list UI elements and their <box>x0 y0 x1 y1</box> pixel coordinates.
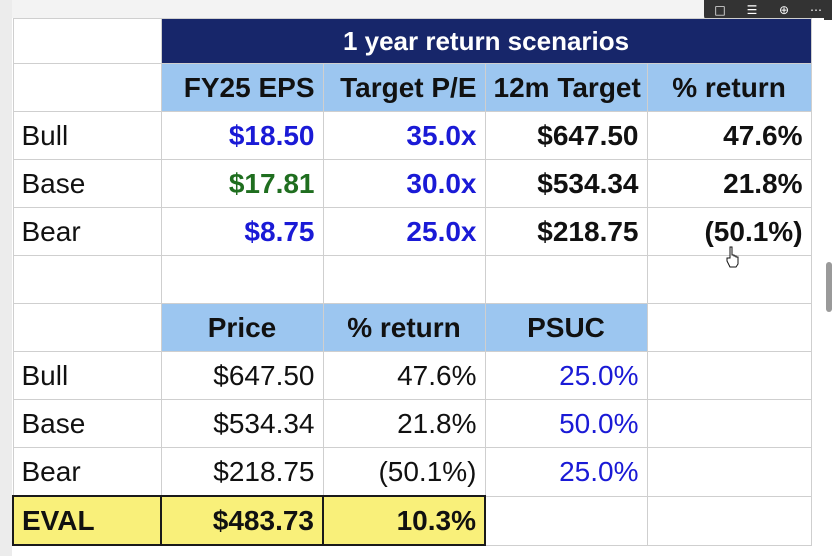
eval-price[interactable]: $483.73 <box>160 495 324 546</box>
pe-cell[interactable]: 35.0x <box>322 111 486 160</box>
row-label-bear[interactable]: Bear <box>12 207 162 256</box>
pe-cell[interactable]: 25.0x <box>322 207 486 256</box>
grid-cell[interactable] <box>322 255 486 304</box>
header-eps[interactable]: FY25 EPS <box>160 63 324 112</box>
psuc-cell[interactable]: 25.0% <box>484 447 648 497</box>
notes-icon[interactable]: ☰ <box>746 3 758 17</box>
eps-cell[interactable]: $17.81 <box>160 159 324 208</box>
download-icon[interactable]: ⊕ <box>778 3 790 17</box>
vertical-scrollbar[interactable] <box>826 262 832 312</box>
price-cell[interactable]: $218.75 <box>160 447 324 497</box>
return-cell[interactable]: (50.1%) <box>646 207 812 256</box>
table-row: Bear $218.75 (50.1%) 25.0% <box>12 447 812 497</box>
table-row: Base $17.81 30.0x $534.34 21.8% <box>12 159 812 208</box>
grid-cell[interactable] <box>646 351 812 400</box>
more-icon[interactable]: ⋯ <box>810 3 822 17</box>
comment-icon[interactable]: □ <box>714 3 726 17</box>
grid-cell[interactable] <box>646 447 812 497</box>
table-row: Bull $647.50 47.6% 25.0% <box>12 351 812 400</box>
spreadsheet-grid[interactable]: 1 year return scenarios FY25 EPS Target … <box>12 18 824 556</box>
grid-cell[interactable] <box>12 255 162 304</box>
price-cell[interactable]: $647.50 <box>160 351 324 400</box>
psuc-cell[interactable]: 25.0% <box>484 351 648 400</box>
row-label-bull[interactable]: Bull <box>12 351 162 400</box>
pe-cell[interactable]: 30.0x <box>322 159 486 208</box>
row-label-base[interactable]: Base <box>12 159 162 208</box>
target-cell[interactable]: $647.50 <box>484 111 648 160</box>
grid-cell[interactable] <box>12 303 162 352</box>
left-frame <box>0 0 12 556</box>
scenarios-title[interactable]: 1 year return scenarios <box>160 18 812 64</box>
table-row: Bull $18.50 35.0x $647.50 47.6% <box>12 111 812 160</box>
return-cell[interactable]: 47.6% <box>322 351 486 400</box>
header-pct-return-2[interactable]: % return <box>322 303 486 352</box>
price-cell[interactable]: $534.34 <box>160 399 324 448</box>
target-cell[interactable]: $534.34 <box>484 159 648 208</box>
grid-cell[interactable] <box>484 255 648 304</box>
header-psuc[interactable]: PSUC <box>484 303 648 352</box>
target-cell[interactable]: $218.75 <box>484 207 648 256</box>
eps-cell[interactable]: $8.75 <box>160 207 324 256</box>
grid-cell[interactable] <box>12 18 162 64</box>
return-cell[interactable]: 21.8% <box>322 399 486 448</box>
return-cell[interactable]: (50.1%) <box>322 447 486 497</box>
row-label-base[interactable]: Base <box>12 399 162 448</box>
table-row: Base $534.34 21.8% 50.0% <box>12 399 812 448</box>
eps-cell[interactable]: $18.50 <box>160 111 324 160</box>
grid-cell[interactable] <box>484 495 648 546</box>
hand-cursor-icon <box>726 246 739 268</box>
grid-cell[interactable] <box>12 63 162 112</box>
header-target-pe[interactable]: Target P/E <box>322 63 486 112</box>
eval-label[interactable]: EVAL <box>12 495 162 546</box>
title-row: 1 year return scenarios <box>12 18 812 64</box>
top-header-row: FY25 EPS Target P/E 12m Target % return <box>12 63 812 112</box>
grid-cell[interactable] <box>160 255 324 304</box>
grid-cell[interactable] <box>646 495 812 546</box>
header-12m-target[interactable]: 12m Target <box>484 63 648 112</box>
eval-return[interactable]: 10.3% <box>322 495 486 546</box>
empty-row <box>12 255 812 304</box>
header-price[interactable]: Price <box>160 303 324 352</box>
view-toolbar: □ ☰ ⊕ ⋯ <box>704 0 832 20</box>
table-row: Bear $8.75 25.0x $218.75 (50.1%) <box>12 207 812 256</box>
grid-cell[interactable] <box>646 303 812 352</box>
eval-row: EVAL $483.73 10.3% <box>12 495 812 546</box>
return-cell[interactable]: 21.8% <box>646 159 812 208</box>
grid-cell[interactable] <box>646 399 812 448</box>
header-pct-return[interactable]: % return <box>646 63 812 112</box>
row-label-bear[interactable]: Bear <box>12 447 162 497</box>
scenario-table: 1 year return scenarios FY25 EPS Target … <box>12 18 812 546</box>
return-cell[interactable]: 47.6% <box>646 111 812 160</box>
bottom-header-row: Price % return PSUC <box>12 303 812 352</box>
row-label-bull[interactable]: Bull <box>12 111 162 160</box>
psuc-cell[interactable]: 50.0% <box>484 399 648 448</box>
top-frame <box>0 0 832 18</box>
